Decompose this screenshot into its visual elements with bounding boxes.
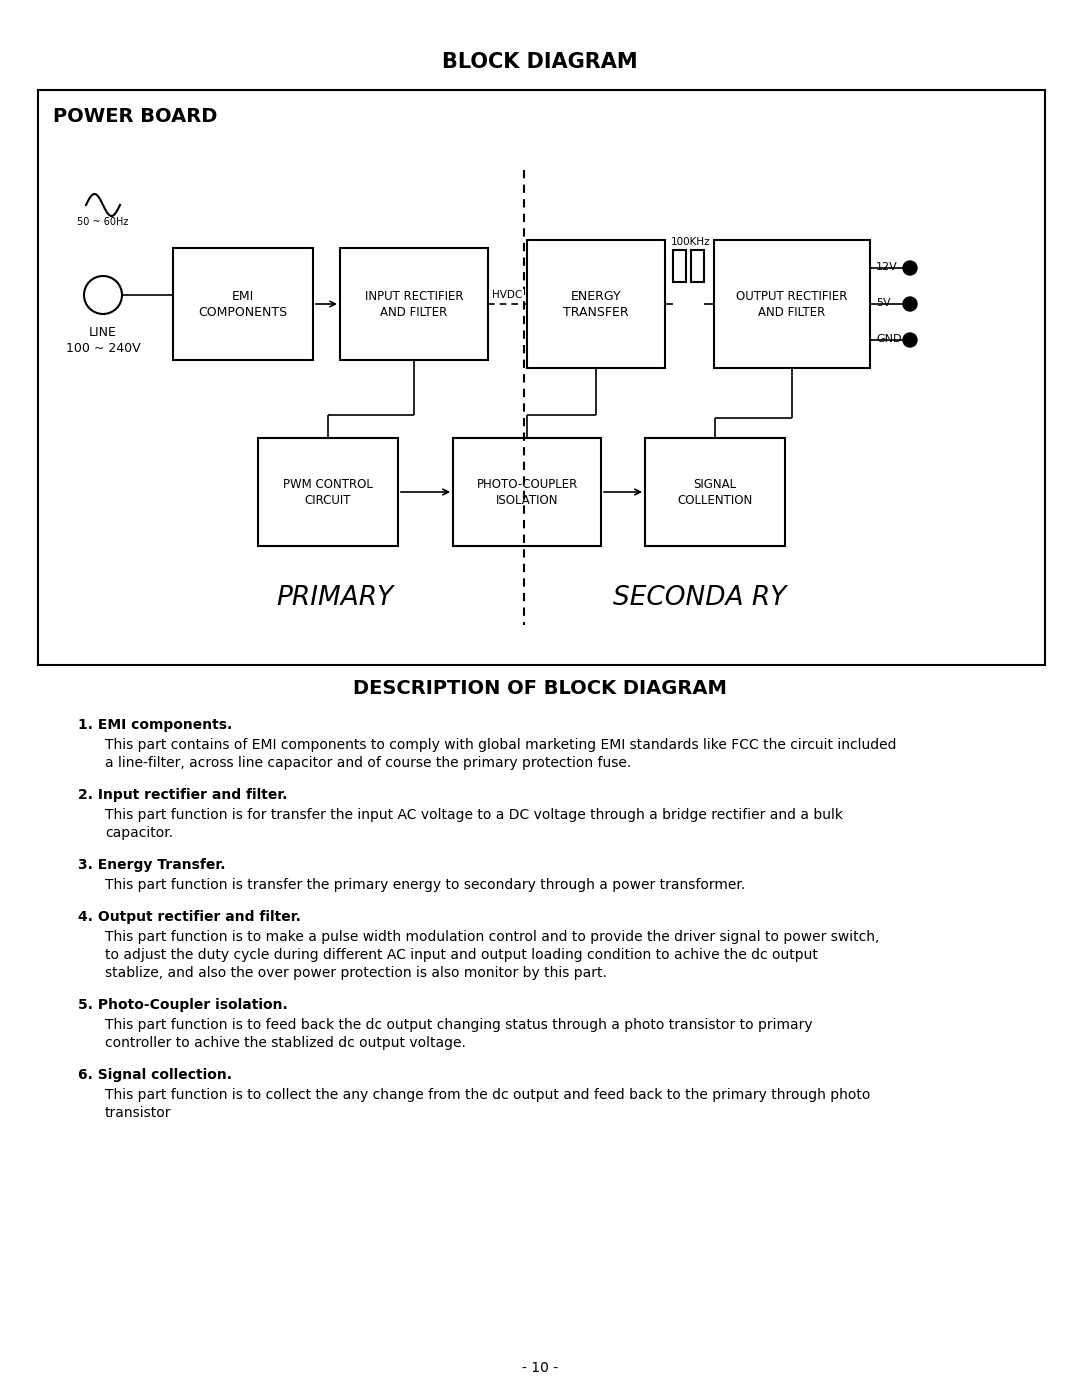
Text: AND FILTER: AND FILTER (380, 306, 447, 319)
Text: OUTPUT RECTIFIER: OUTPUT RECTIFIER (737, 289, 848, 303)
Text: 12V: 12V (876, 263, 897, 272)
Bar (340, 249, 488, 360)
Text: This part function is for transfer the input AC voltage to a DC voltage through : This part function is for transfer the i… (105, 807, 843, 821)
Text: PRIMARY: PRIMARY (276, 585, 393, 610)
Text: INPUT RECTIFIER: INPUT RECTIFIER (365, 289, 463, 303)
Text: BLOCK DIAGRAM: BLOCK DIAGRAM (442, 52, 638, 73)
Text: This part function is to make a pulse width modulation control and to provide th: This part function is to make a pulse wi… (105, 930, 879, 944)
Text: CIRCUIT: CIRCUIT (305, 493, 351, 507)
Text: - 10 -: - 10 - (522, 1361, 558, 1375)
Text: 5V: 5V (876, 298, 891, 307)
Text: This part function is to feed back the dc output changing status through a photo: This part function is to feed back the d… (105, 1018, 812, 1032)
Text: ISOLATION: ISOLATION (496, 493, 558, 507)
Text: TRANSFER: TRANSFER (563, 306, 629, 319)
Text: 50 ~ 60Hz: 50 ~ 60Hz (78, 217, 129, 226)
Text: SIGNAL: SIGNAL (693, 478, 737, 490)
Bar (527, 240, 665, 367)
Text: LINE: LINE (89, 327, 117, 339)
Bar (691, 250, 704, 282)
Text: This part contains of EMI components to comply with global marketing EMI standar: This part contains of EMI components to … (105, 738, 896, 752)
Bar (714, 240, 870, 367)
Text: POWER BOARD: POWER BOARD (53, 108, 217, 127)
Bar (453, 439, 600, 546)
Text: to adjust the duty cycle during different AC input and output loading condition : to adjust the duty cycle during differen… (105, 949, 818, 963)
Text: 4. Output rectifier and filter.: 4. Output rectifier and filter. (78, 909, 301, 923)
Text: transistor: transistor (105, 1106, 172, 1120)
Text: 6. Signal collection.: 6. Signal collection. (78, 1067, 232, 1083)
Text: COLLENTION: COLLENTION (677, 493, 753, 507)
Text: controller to achive the stablized dc output voltage.: controller to achive the stablized dc ou… (105, 1037, 465, 1051)
Circle shape (903, 332, 917, 346)
Bar (258, 439, 399, 546)
Text: 1. EMI components.: 1. EMI components. (78, 718, 232, 732)
Bar (645, 439, 785, 546)
Text: stablize, and also the over power protection is also monitor by this part.: stablize, and also the over power protec… (105, 965, 607, 981)
Circle shape (903, 298, 917, 312)
Text: SECONDA RY: SECONDA RY (613, 585, 786, 610)
Text: COMPONENTS: COMPONENTS (199, 306, 287, 320)
Text: HVDC: HVDC (492, 291, 523, 300)
Text: ENERGY: ENERGY (570, 289, 621, 303)
Text: 100 ~ 240V: 100 ~ 240V (66, 342, 140, 355)
Text: PHOTO-COUPLER: PHOTO-COUPLER (476, 478, 578, 490)
Text: PWM CONTROL: PWM CONTROL (283, 478, 373, 490)
Text: This part function is transfer the primary energy to secondary through a power t: This part function is transfer the prima… (105, 877, 745, 893)
Circle shape (903, 261, 917, 275)
Text: 3. Energy Transfer.: 3. Energy Transfer. (78, 858, 226, 872)
Text: This part function is to collect the any change from the dc output and feed back: This part function is to collect the any… (105, 1088, 870, 1102)
Text: 100KHz: 100KHz (671, 237, 711, 247)
Bar (173, 249, 313, 360)
Text: 2. Input rectifier and filter.: 2. Input rectifier and filter. (78, 788, 287, 802)
Text: DESCRIPTION OF BLOCK DIAGRAM: DESCRIPTION OF BLOCK DIAGRAM (353, 679, 727, 697)
Bar (38, 89, 1045, 665)
Text: AND FILTER: AND FILTER (758, 306, 825, 319)
Bar (673, 250, 686, 282)
Text: capacitor.: capacitor. (105, 826, 173, 840)
Text: a line-filter, across line capacitor and of course the primary protection fuse.: a line-filter, across line capacitor and… (105, 756, 631, 770)
Text: 5. Photo-Coupler isolation.: 5. Photo-Coupler isolation. (78, 997, 287, 1011)
Text: EMI: EMI (232, 291, 254, 303)
Text: GND: GND (876, 334, 902, 344)
